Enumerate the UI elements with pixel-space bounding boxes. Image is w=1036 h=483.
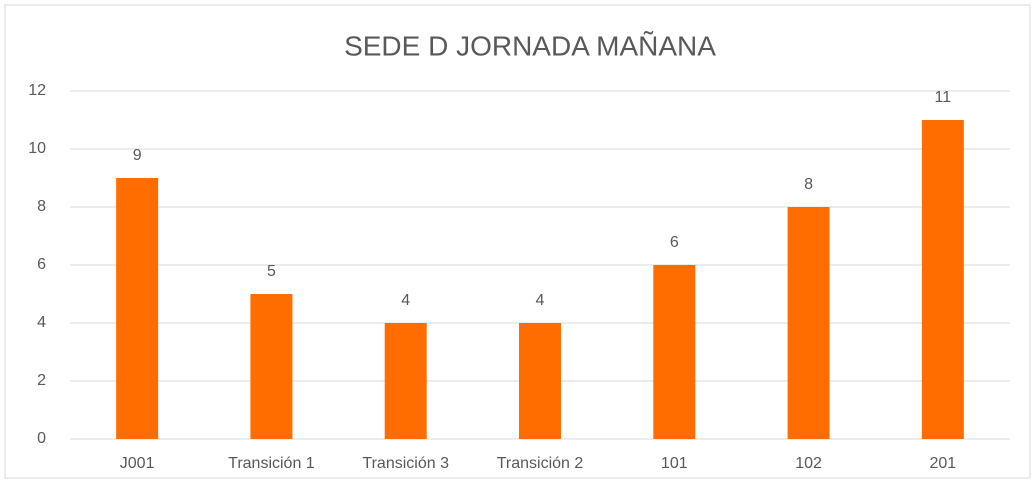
x-tick-label: 101 (661, 455, 688, 472)
x-tick-label: Transición 3 (362, 455, 449, 472)
y-tick-label: 2 (37, 372, 46, 389)
x-tick-label: Transición 2 (497, 455, 584, 472)
bar (116, 178, 159, 439)
bar (250, 294, 293, 439)
bar (653, 265, 696, 439)
data-label: 6 (670, 234, 679, 251)
bar (921, 120, 964, 439)
y-tick-label: 10 (28, 140, 46, 157)
data-label: 9 (133, 147, 142, 164)
y-tick-label: 8 (37, 198, 46, 215)
bar (787, 207, 830, 439)
data-label: 4 (401, 292, 410, 309)
y-tick-label: 12 (28, 82, 46, 99)
bar (519, 323, 561, 439)
chart-title: SEDE D JORNADA MAÑANA (344, 30, 716, 61)
y-tick-label: 4 (37, 314, 46, 331)
y-tick-label: 0 (37, 430, 46, 447)
chart-frame (4, 4, 1031, 479)
x-tick-label: 201 (930, 455, 957, 472)
x-tick-label: Transición 1 (228, 455, 315, 472)
x-tick-label: 102 (795, 455, 822, 472)
bar (384, 323, 427, 439)
data-label: 8 (804, 176, 813, 193)
x-tick-label: J001 (120, 455, 155, 472)
data-label: 11 (935, 89, 952, 106)
data-label: 4 (536, 292, 545, 309)
data-label: 5 (267, 263, 276, 280)
y-tick-label: 6 (37, 256, 46, 273)
